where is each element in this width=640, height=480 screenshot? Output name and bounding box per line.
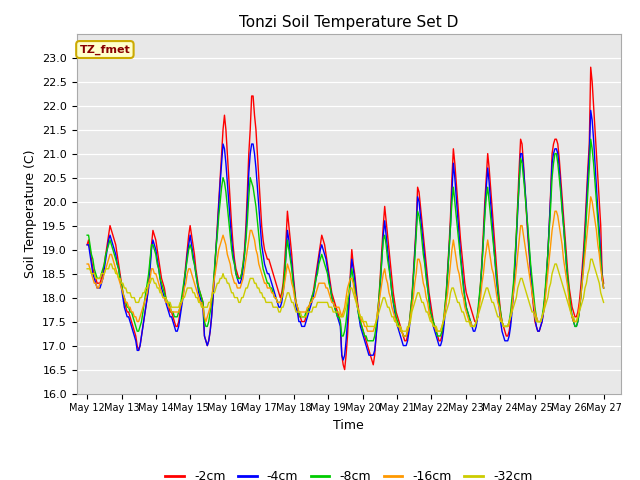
Text: TZ_fmet: TZ_fmet xyxy=(79,44,131,55)
X-axis label: Time: Time xyxy=(333,419,364,432)
Title: Tonzi Soil Temperature Set D: Tonzi Soil Temperature Set D xyxy=(239,15,458,30)
Legend: -2cm, -4cm, -8cm, -16cm, -32cm: -2cm, -4cm, -8cm, -16cm, -32cm xyxy=(160,465,538,480)
Y-axis label: Soil Temperature (C): Soil Temperature (C) xyxy=(24,149,36,278)
